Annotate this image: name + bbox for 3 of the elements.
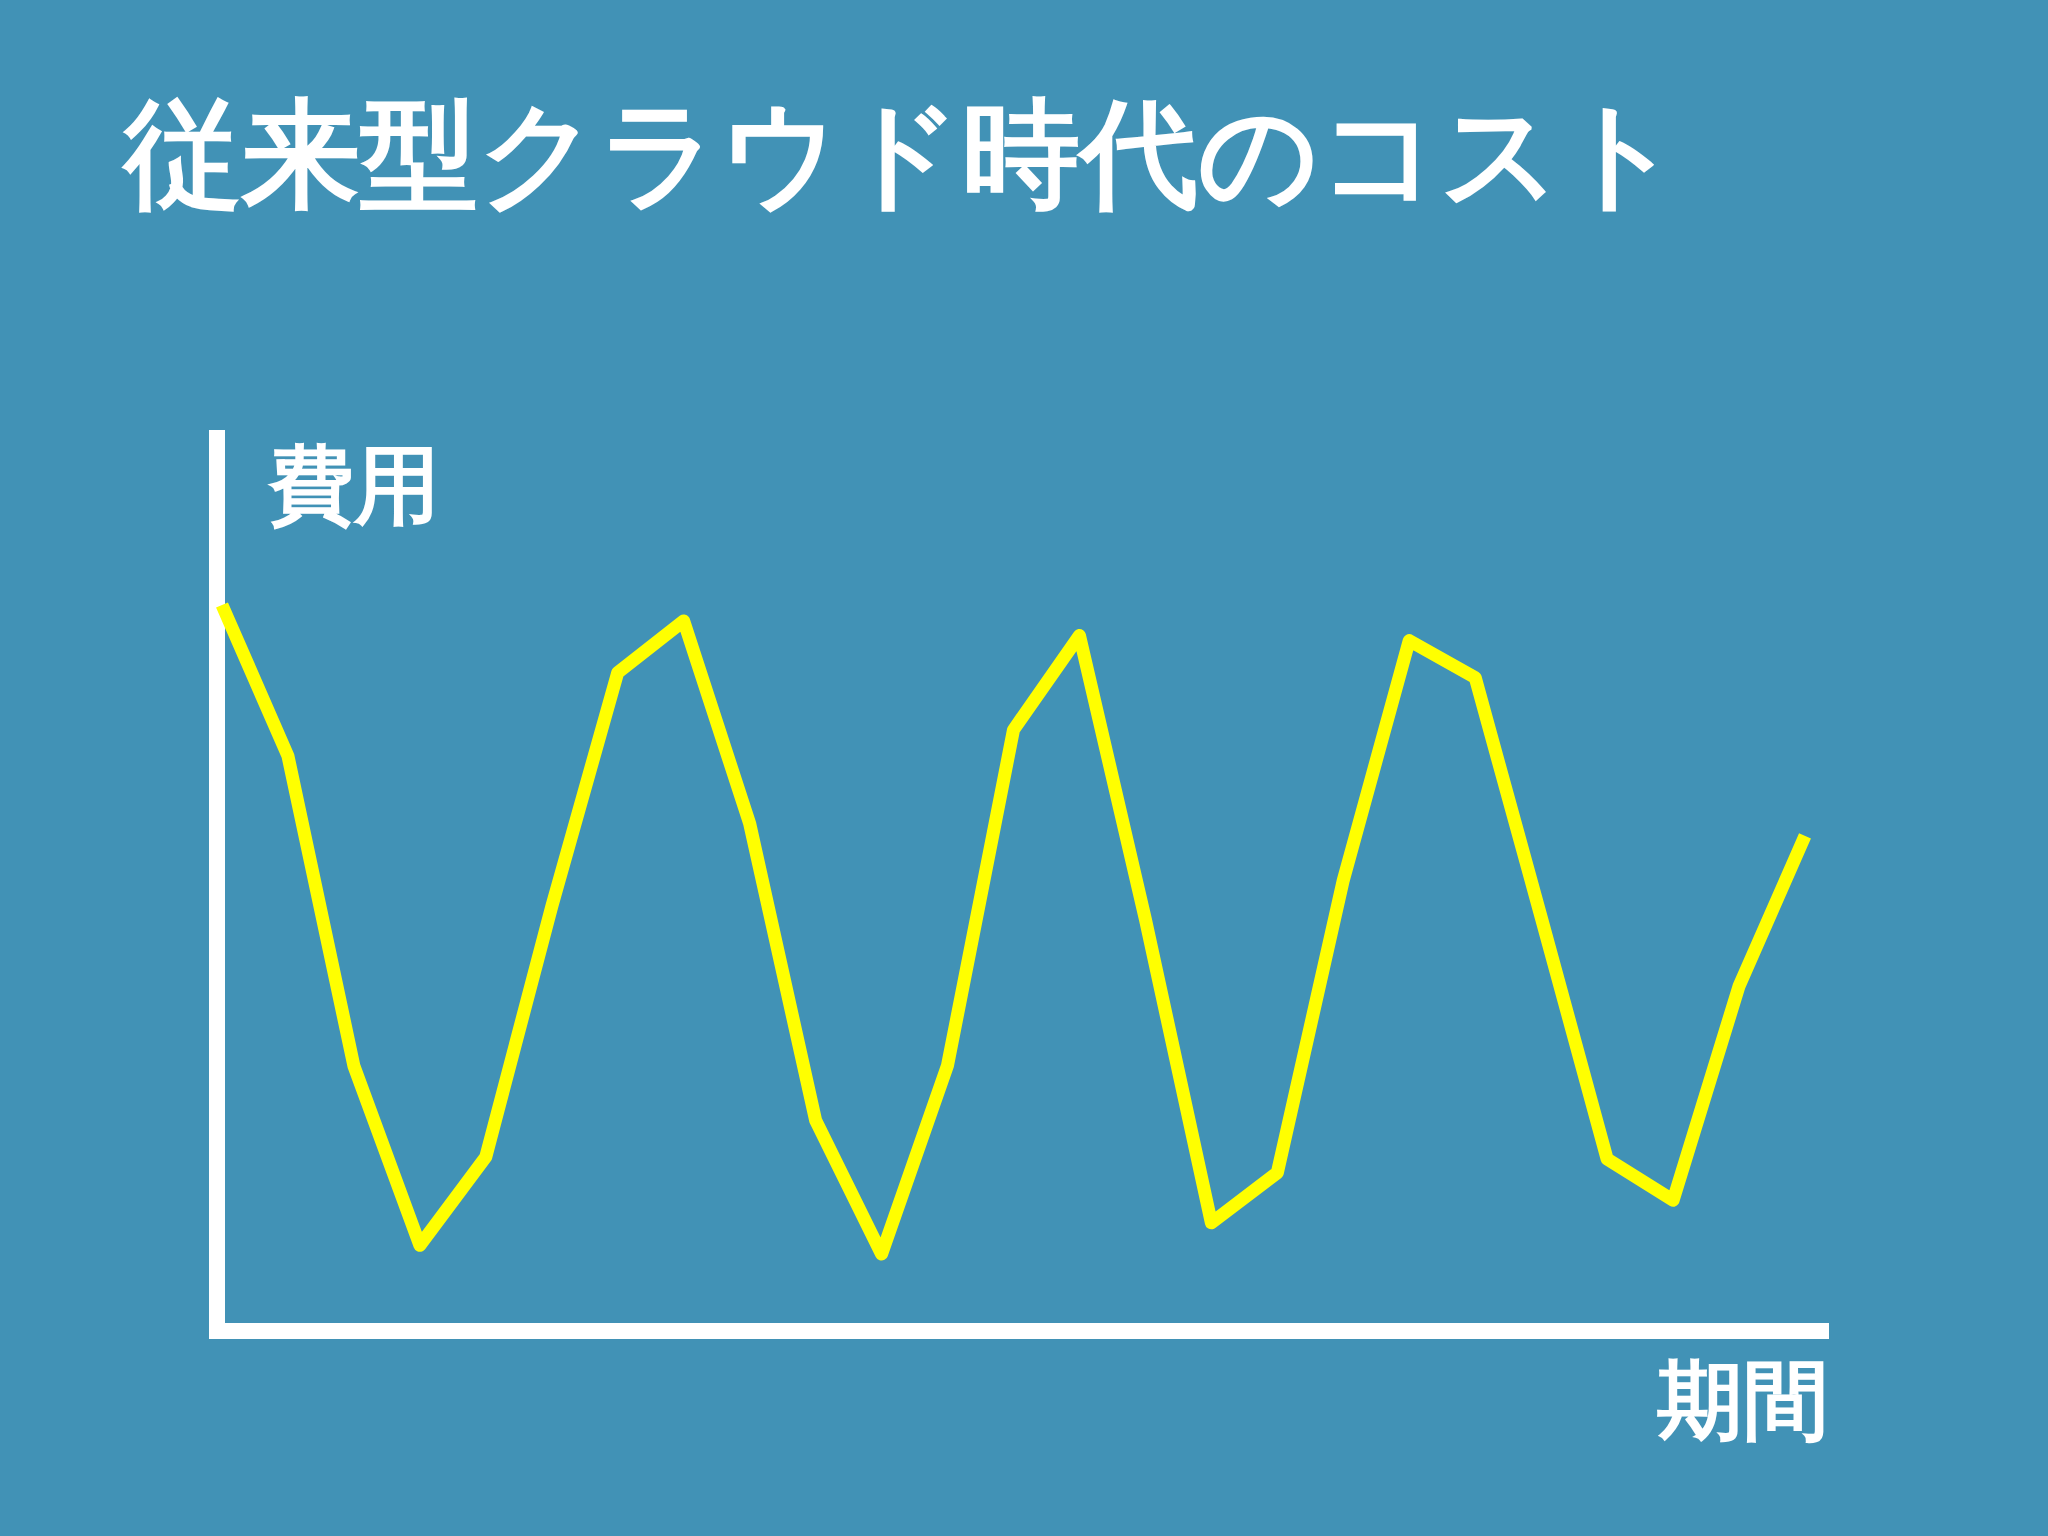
y-axis-title: 費用: [267, 435, 440, 535]
chart-title: 従来型クラウド時代のコスト: [121, 85, 1682, 223]
x-axis-title: 期間: [1656, 1350, 1829, 1450]
